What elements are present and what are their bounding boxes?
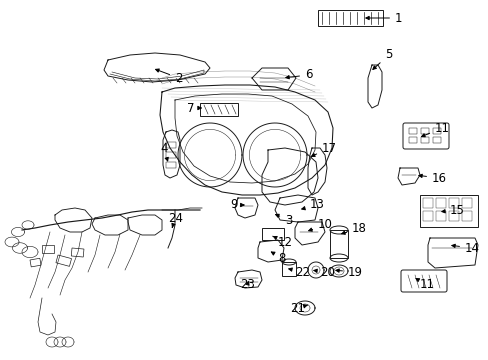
- Bar: [165, 142, 176, 148]
- Bar: [408, 128, 416, 134]
- Text: 24: 24: [168, 211, 183, 228]
- Text: 19: 19: [335, 266, 362, 279]
- Text: 17: 17: [311, 141, 336, 157]
- Bar: [419, 195, 477, 227]
- Text: 13: 13: [301, 198, 324, 211]
- Bar: [408, 137, 416, 143]
- Text: 11: 11: [415, 279, 434, 292]
- Bar: [432, 137, 440, 143]
- Bar: [435, 211, 445, 221]
- Text: 7: 7: [186, 102, 201, 114]
- Text: 12: 12: [272, 235, 292, 248]
- Text: 20: 20: [313, 266, 334, 279]
- Bar: [71, 248, 84, 257]
- Bar: [317, 10, 382, 26]
- Bar: [461, 198, 471, 208]
- Text: 1: 1: [365, 12, 402, 24]
- Text: 8: 8: [271, 252, 285, 265]
- Text: 10: 10: [308, 219, 332, 231]
- Text: 21: 21: [289, 302, 307, 315]
- Text: 14: 14: [451, 242, 479, 255]
- Text: 23: 23: [240, 279, 254, 292]
- Bar: [329, 230, 347, 258]
- Bar: [422, 211, 432, 221]
- Text: 9: 9: [229, 198, 244, 211]
- Bar: [422, 198, 432, 208]
- Bar: [56, 255, 71, 266]
- Bar: [461, 211, 471, 221]
- Text: 5: 5: [372, 49, 391, 69]
- Bar: [42, 245, 54, 253]
- Bar: [200, 103, 238, 116]
- Bar: [282, 262, 295, 276]
- Text: 6: 6: [285, 68, 312, 81]
- Text: 15: 15: [441, 203, 464, 216]
- Bar: [420, 137, 428, 143]
- Bar: [165, 152, 176, 158]
- Text: 11: 11: [421, 122, 449, 137]
- Bar: [30, 258, 41, 267]
- Bar: [165, 162, 176, 168]
- Bar: [448, 211, 458, 221]
- Bar: [448, 198, 458, 208]
- Text: 16: 16: [418, 171, 446, 184]
- Text: 2: 2: [155, 69, 182, 85]
- Text: 22: 22: [288, 266, 309, 279]
- Text: 18: 18: [341, 221, 366, 234]
- Bar: [420, 128, 428, 134]
- Bar: [435, 198, 445, 208]
- Text: 4: 4: [160, 141, 168, 161]
- Text: 3: 3: [275, 213, 292, 226]
- Bar: [432, 128, 440, 134]
- Bar: [262, 228, 284, 240]
